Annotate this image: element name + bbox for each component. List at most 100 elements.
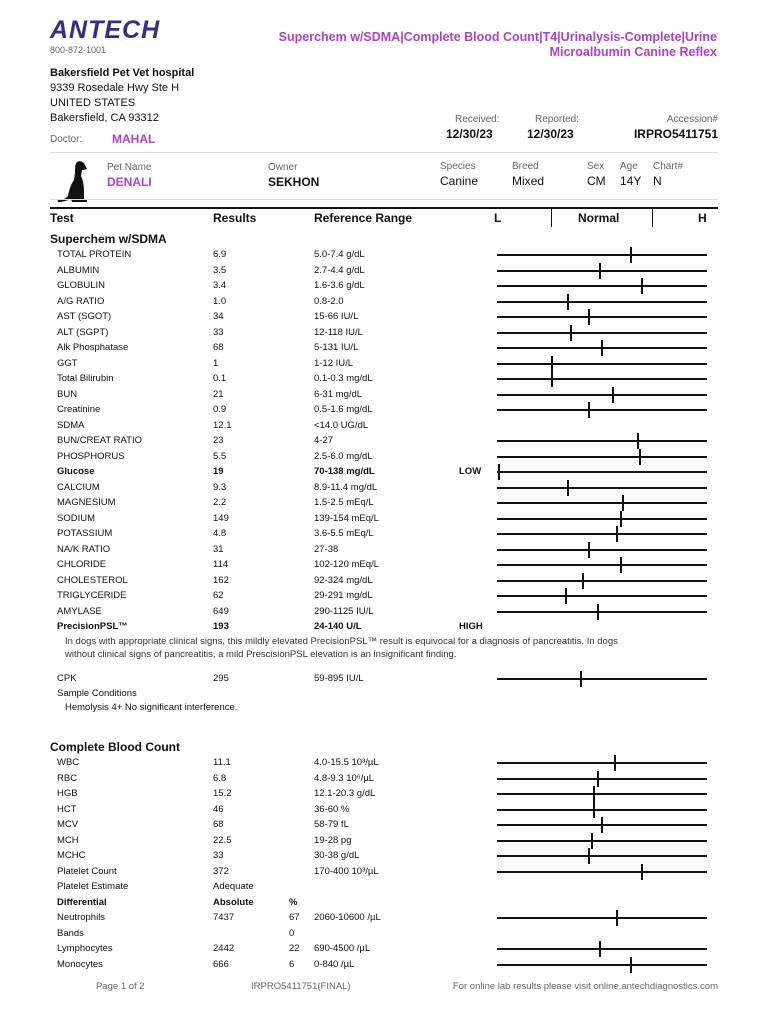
result-marker	[498, 464, 501, 480]
received-label: Received:	[455, 114, 500, 125]
chart-number: N	[653, 174, 662, 188]
result-value: 4.8	[213, 528, 227, 539]
reference-range: 4.8-9.3 10⁶/µL	[314, 772, 375, 784]
clinic-address: 9339 Rosedale Hwy Ste H	[50, 82, 180, 94]
result-marker	[598, 262, 601, 279]
range-scale	[497, 510, 707, 527]
result-value: 31	[213, 543, 224, 555]
range-scale	[497, 910, 707, 926]
result-value: 2442	[213, 943, 235, 954]
result-marker	[588, 848, 591, 864]
reference-range: 8.9-11.4 mg/dL	[314, 481, 378, 493]
col-divider	[652, 207, 653, 227]
reference-range: <14.0 UG/dL	[314, 419, 369, 431]
clinic-country: UNITED STATES	[50, 97, 136, 109]
test-name: Neutrophils	[57, 912, 106, 923]
table-header-rule	[50, 207, 718, 209]
result-value: 666	[213, 958, 229, 970]
reference-range: 15-66 IU/L	[314, 311, 359, 322]
divider	[50, 152, 718, 153]
chart-label: Chart#	[653, 161, 684, 172]
received-date: 12/30/23	[446, 127, 493, 141]
result-row: Lymphocytes 2442 22 690-4500 /µL	[0, 941, 768, 957]
doctor-name: MAHAL	[112, 132, 156, 146]
test-name: HGB	[57, 788, 78, 799]
result-row: BUN/CREAT RATIO 23 4-27	[0, 433, 768, 449]
result-row: CPK 295 59-895 IU/L	[0, 671, 768, 687]
clinic-name: Bakersfield Pet Vet hospital	[50, 67, 195, 79]
result-row: HGB 15.2 12.1-20.3 g/dL	[0, 786, 768, 802]
species-label: Species	[440, 161, 476, 172]
range-scale	[497, 588, 707, 604]
test-name: MCV	[57, 819, 79, 830]
result-value: 6.9	[213, 249, 227, 260]
result-value: 7437	[213, 912, 235, 923]
test-name: Monocytes	[57, 958, 103, 970]
result-marker	[580, 671, 582, 687]
reference-range: 12-118 IU/L	[314, 326, 363, 338]
clinic-city: Bakersfield, CA 93312	[50, 112, 159, 124]
range-scale	[497, 770, 707, 787]
sex-label: Sex	[587, 161, 605, 172]
result-marker	[588, 309, 591, 325]
result-value: 193	[213, 621, 229, 632]
result-marker	[622, 495, 624, 511]
reference-range: 5.0-7.4 g/dL	[314, 249, 365, 260]
sample-conditions-label: Sample Conditions	[57, 688, 137, 699]
result-row: Platelet Count 372 170-400 10³/µL	[0, 863, 768, 880]
result-marker	[615, 526, 618, 542]
result-value: 33	[213, 850, 224, 861]
result-row: SDMA 12.1 <14.0 UG/dL	[0, 418, 768, 434]
test-name: A/G RATIO	[57, 295, 105, 307]
result-marker	[619, 510, 622, 527]
range-scale	[497, 848, 707, 864]
test-name: WBC	[57, 757, 80, 768]
result-row: Monocytes 666 6 0-840 /µL	[0, 956, 768, 973]
reference-range: 5-131 IU/L	[314, 342, 359, 353]
antech-logo: ANTECH	[50, 16, 161, 44]
result-value: 5.5	[213, 450, 227, 462]
result-marker	[588, 402, 591, 418]
result-row: NA/K RATIO 31 27-38	[0, 541, 768, 558]
range-scale	[497, 832, 707, 849]
col-low: L	[494, 211, 502, 225]
result-row: WBC 11.1 4.0-15.5 10³/µL	[0, 755, 768, 771]
result-value: 114	[213, 559, 229, 570]
psl-note-line2: without clinical signs of pancreatitis, …	[65, 649, 457, 660]
col-results: Results	[213, 211, 257, 225]
result-marker	[596, 770, 599, 787]
owner-label: Owner	[268, 162, 298, 173]
reference-range: 12.1-20.3 g/dL	[314, 788, 376, 799]
range-scale	[497, 863, 707, 880]
result-marker	[619, 557, 622, 573]
test-name: Glucose	[57, 466, 95, 477]
result-marker	[611, 386, 614, 403]
dog-silhouette-icon	[57, 161, 87, 202]
reference-range: 27-38	[314, 543, 339, 555]
test-name: GGT	[57, 357, 78, 369]
range-scale	[497, 557, 707, 573]
section-superchem-title: Superchem w/SDMA	[50, 232, 167, 246]
test-name: RBC	[57, 772, 78, 784]
test-name: Alk Phosphatase	[57, 342, 129, 353]
range-scale	[497, 755, 707, 771]
test-name: CHOLESTEROL	[57, 574, 128, 586]
doctor-label: Doctor:	[50, 134, 83, 145]
section-cbc-title: Complete Blood Count	[50, 740, 180, 754]
reference-range: 1-12 IU/L	[314, 357, 354, 369]
result-row: MCH 22.5 19-28 pg	[0, 832, 768, 849]
result-value: Adequate	[213, 881, 254, 892]
reference-range: 58-79 fL	[314, 819, 349, 830]
test-name: PHOSPHORUS	[57, 450, 125, 462]
range-scale	[497, 495, 707, 511]
reference-range: 0.1-0.3 mg/dL	[314, 373, 373, 384]
result-row: ALBUMIN 3.5 2.7-4.4 g/dL	[0, 262, 768, 279]
result-row: Glucose 19 70-138 mg/dL LOW	[0, 464, 768, 480]
result-marker	[640, 278, 643, 294]
range-scale	[497, 786, 707, 802]
range-scale	[497, 941, 707, 957]
result-value: 12.1	[213, 419, 232, 431]
test-name: HCT	[57, 803, 77, 815]
result-marker	[630, 956, 633, 973]
range-scale	[497, 817, 707, 833]
